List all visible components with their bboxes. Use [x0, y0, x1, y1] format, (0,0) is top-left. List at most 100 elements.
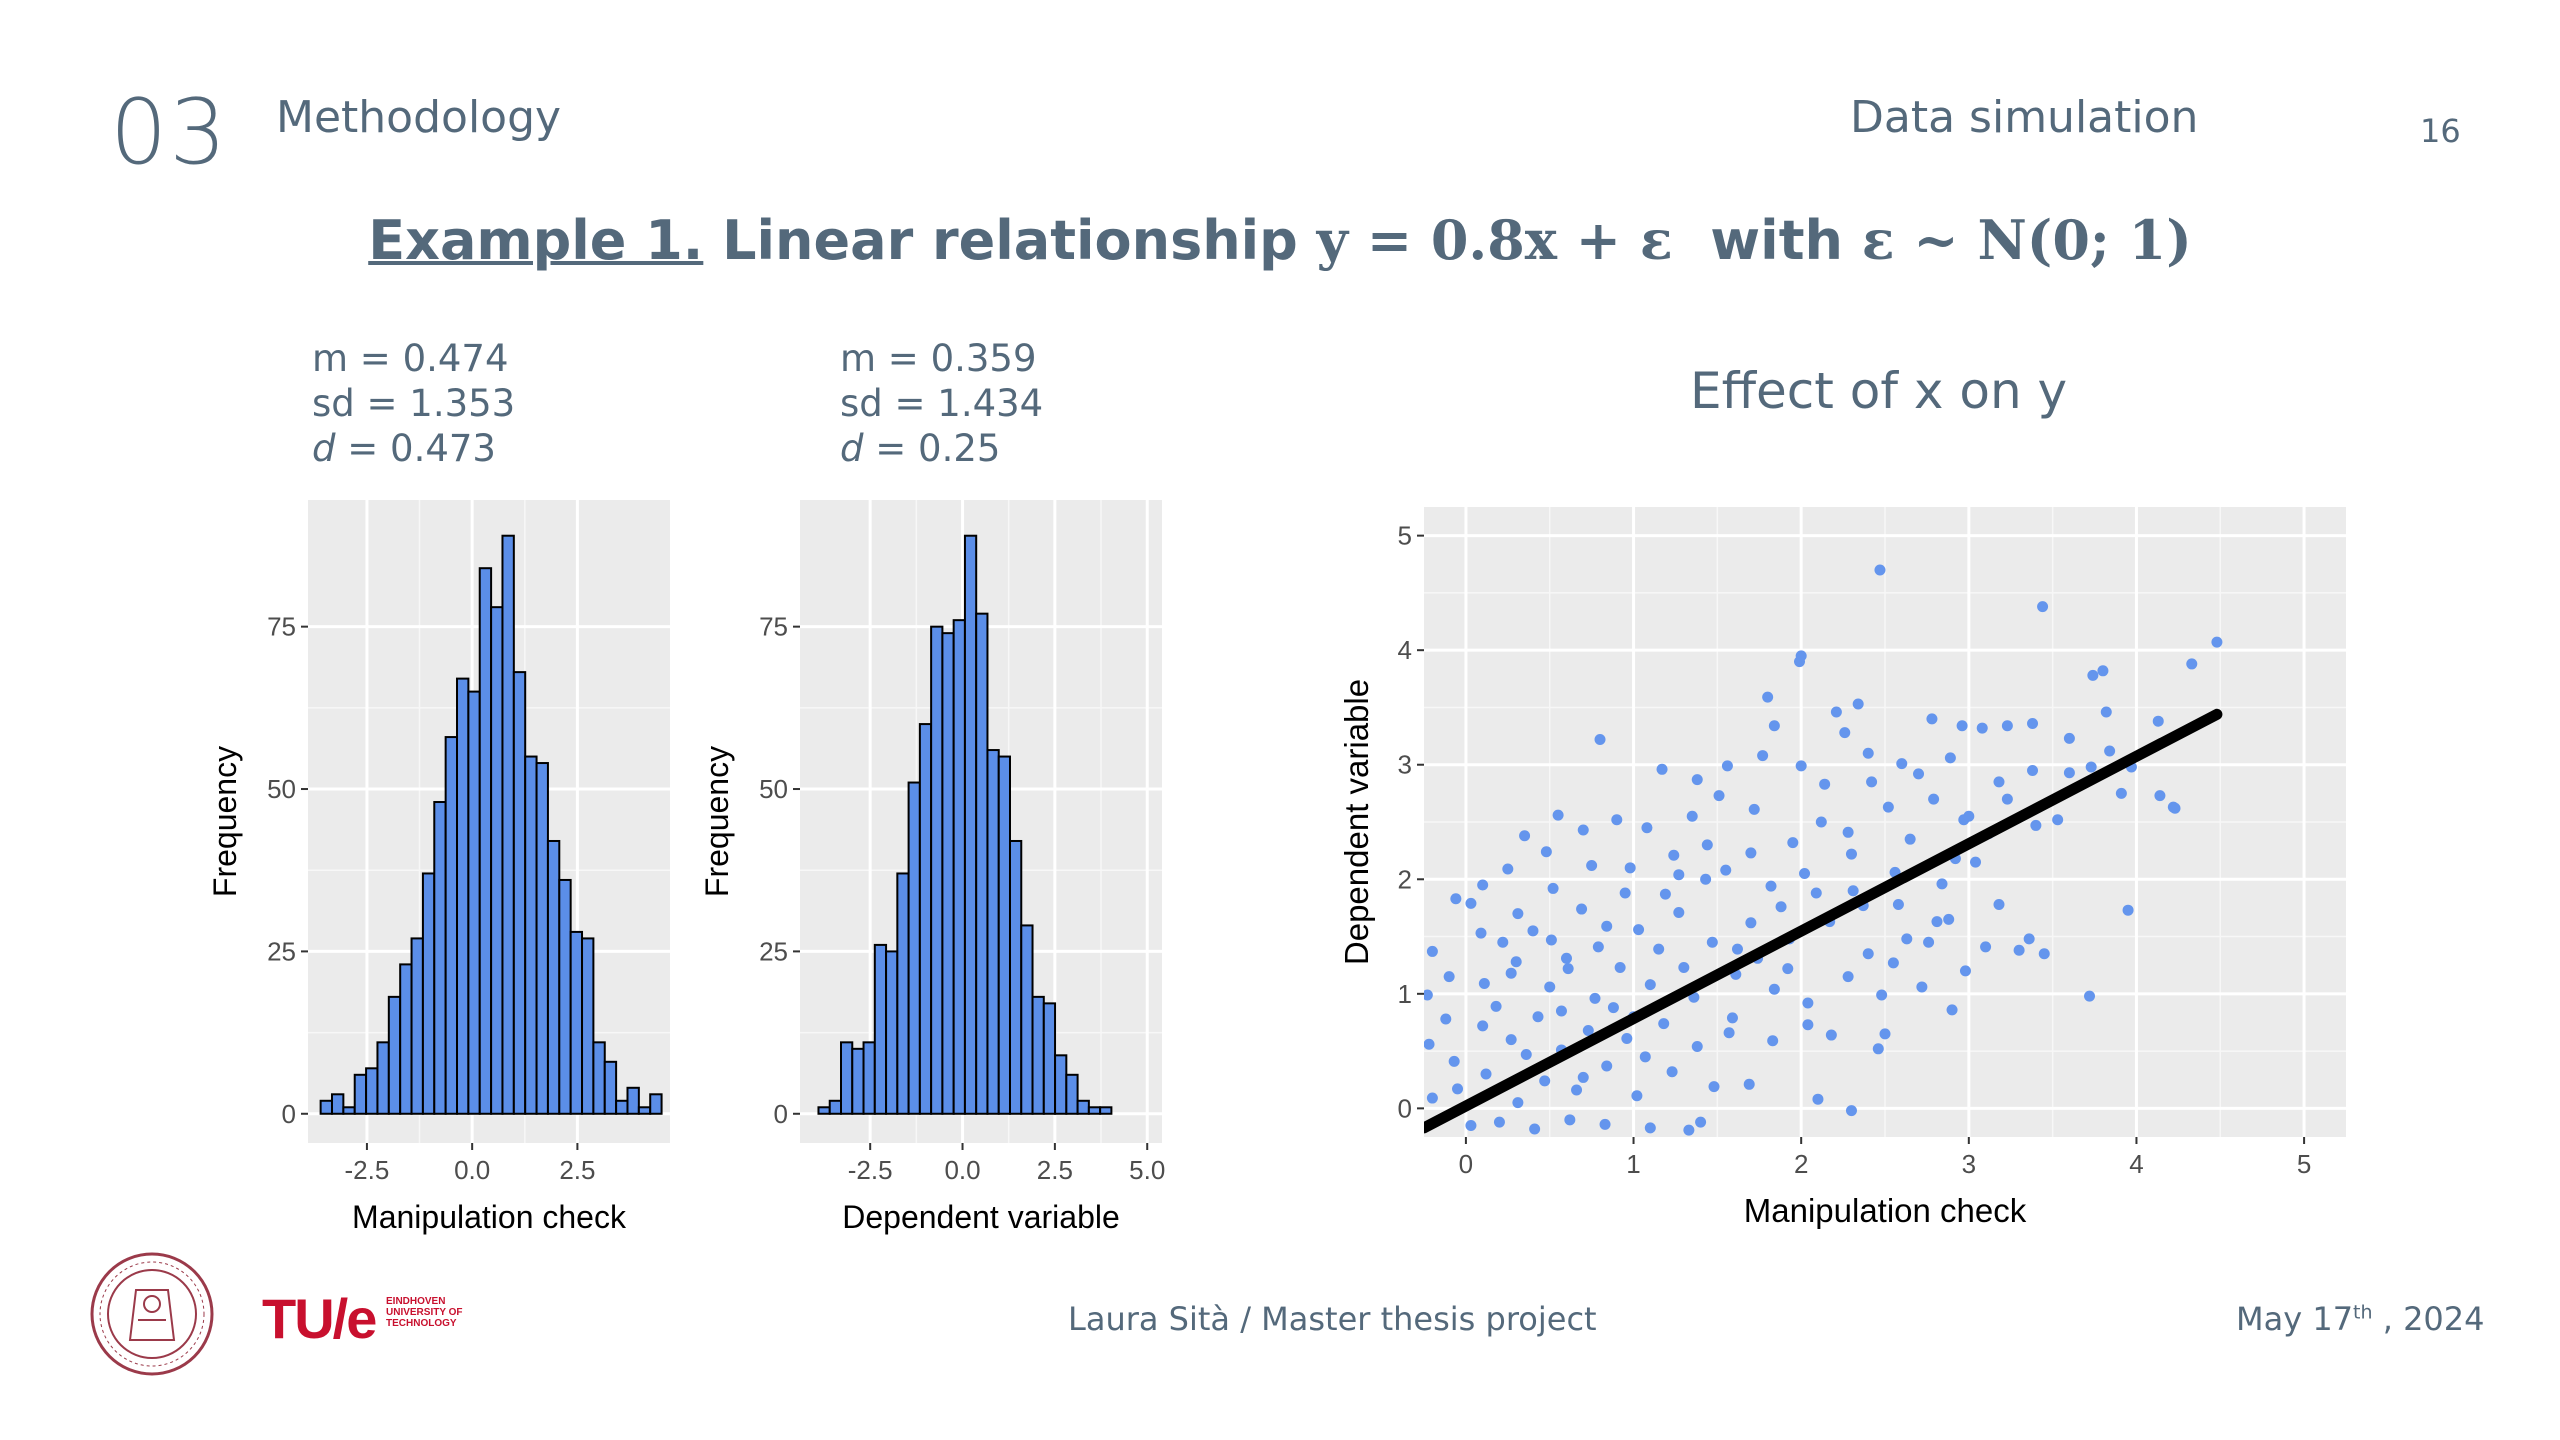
histogram-bar — [851, 1047, 865, 1115]
university-seal-logo — [90, 1252, 214, 1376]
x-tick-label: 3 — [1962, 1149, 1976, 1179]
scatter-point — [1723, 1027, 1735, 1039]
scatter-point — [1896, 758, 1908, 770]
scatter-point — [1795, 760, 1807, 772]
scatter-point — [2052, 814, 2064, 826]
scatter-point — [1847, 885, 1859, 897]
y-tick-label: 2 — [1398, 864, 1412, 894]
scatter-point — [1872, 1043, 1884, 1055]
histogram-bar — [603, 1060, 618, 1115]
histogram-bar — [319, 1099, 333, 1115]
scatter-point — [1691, 1041, 1703, 1053]
scatter-point — [1529, 1123, 1541, 1135]
histogram-bar — [410, 937, 424, 1115]
scatter-point — [1673, 869, 1685, 881]
scatter-point — [1802, 997, 1814, 1009]
y-tick-label: 25 — [267, 936, 296, 966]
scatter-point — [1768, 720, 1780, 732]
histogram-bar — [840, 1041, 854, 1115]
scatter-point — [1745, 917, 1757, 929]
histogram-bar — [907, 781, 921, 1115]
scatter-point — [1708, 1081, 1720, 1093]
section-number: 03 — [110, 80, 229, 185]
scatter-point — [1862, 948, 1874, 960]
x-tick-label: -2.5 — [848, 1155, 893, 1185]
footer-author-project: Laura Sità / Master thesis project — [1068, 1300, 1597, 1338]
scatter-point — [1666, 1066, 1678, 1078]
histogram-bar — [637, 1106, 652, 1115]
scatter-point — [1589, 992, 1601, 1004]
histogram-bar — [399, 963, 413, 1115]
stat-d: d = 0.473 — [312, 426, 515, 471]
scatter-point — [1505, 967, 1517, 979]
stat-mean: m = 0.359 — [840, 337, 1037, 380]
scatter-point — [1448, 1055, 1460, 1067]
scatter-point — [1839, 727, 1851, 739]
scatter-point — [2063, 732, 2075, 744]
scatter-point — [1683, 1124, 1695, 1136]
y-tick-label: 0 — [774, 1099, 788, 1129]
date-sup: th — [2353, 1301, 2373, 1324]
scatter-point — [1424, 989, 1433, 1001]
scatter-point — [1879, 1028, 1891, 1040]
scatter-point — [1540, 846, 1552, 858]
scatter-point — [1601, 920, 1613, 932]
histogram-bar — [581, 937, 595, 1115]
x-tick-label: 1 — [1626, 1149, 1640, 1179]
scatter-point — [1607, 1002, 1619, 1014]
y-tick-label: 75 — [267, 612, 296, 642]
x-axis-label: Dependent variable — [842, 1199, 1120, 1235]
scatter-point — [1621, 1032, 1633, 1044]
scatter-point — [1874, 564, 1886, 576]
histogram-bar — [524, 755, 538, 1115]
scatter-point — [1668, 849, 1680, 861]
stat-d-label: d — [312, 427, 336, 470]
scatter-point — [1599, 1118, 1611, 1130]
scatter-point — [1440, 1013, 1452, 1025]
scatter-point — [1601, 1060, 1613, 1072]
stats-left: m = 0.474 sd = 1.353 d = 0.473 — [312, 336, 515, 471]
scatter-point — [1673, 906, 1685, 918]
histogram-bar — [885, 950, 899, 1115]
histogram-bar — [1076, 1099, 1090, 1115]
scatter-point — [2084, 990, 2096, 1002]
chart-2-bar: -2.5 0.0 2.5 5.0 0 25 50 75 Dependent variable Fr… — [699, 500, 1165, 1235]
histogram-bar — [952, 619, 966, 1115]
scatter-point — [1812, 1093, 1824, 1105]
scatter-points — [1424, 564, 2223, 1136]
scatter-point — [1787, 837, 1799, 849]
scatter-point — [1802, 1019, 1814, 1031]
histogram-bar — [817, 1106, 831, 1115]
stat-mean: m = 0.474 — [312, 337, 509, 380]
histogram-bar — [387, 995, 402, 1115]
scatter-point — [1765, 880, 1777, 892]
scatter-point — [1678, 961, 1690, 973]
scatter-point — [1825, 1029, 1837, 1041]
scatter-point — [1614, 961, 1626, 973]
histogram-bar — [444, 736, 459, 1115]
scatter-point — [1720, 864, 1732, 876]
scatter-point — [1497, 936, 1509, 948]
y-tick-label: 75 — [759, 612, 788, 642]
scatter-point — [2100, 706, 2112, 718]
scatter-point — [2027, 764, 2039, 776]
scatter-point — [1564, 1114, 1576, 1126]
with-text: with — [1710, 209, 1843, 272]
formula-error: ε ~ N(0; 1) — [1861, 208, 2192, 272]
date-main: May 17 — [2236, 1300, 2354, 1338]
y-tick-label: 4 — [1398, 635, 1412, 665]
scatter-point — [1775, 901, 1787, 913]
scatter-point — [1794, 656, 1806, 668]
scatter-point — [1452, 1083, 1464, 1095]
scatter-point — [1477, 879, 1489, 891]
scatter-point — [1866, 776, 1878, 788]
scatter-point — [1560, 952, 1572, 964]
histogram-bar — [376, 1041, 390, 1115]
x-tick-label: 2 — [1794, 1149, 1808, 1179]
tue-logo-subtitle: EINDHOVEN UNIVERSITY OF TECHNOLOGY — [386, 1296, 463, 1329]
scatter-point — [1624, 862, 1636, 874]
regression-line — [1424, 708, 2223, 1134]
scatter-point — [1426, 1092, 1438, 1104]
scatter-point — [1782, 963, 1794, 975]
scatter-point — [1544, 981, 1556, 993]
